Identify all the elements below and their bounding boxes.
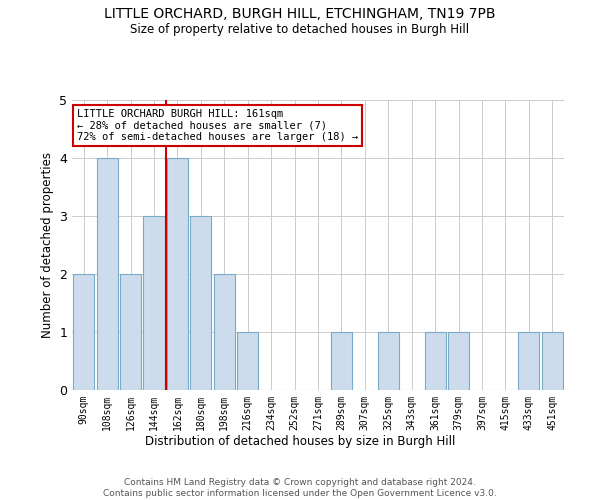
Bar	[378, 332, 399, 390]
Bar	[167, 158, 188, 390]
Bar	[73, 274, 94, 390]
Text: LITTLE ORCHARD BURGH HILL: 161sqm
← 28% of detached houses are smaller (7)
72% o: LITTLE ORCHARD BURGH HILL: 161sqm ← 28% …	[77, 108, 358, 142]
Bar	[542, 332, 563, 390]
Text: Size of property relative to detached houses in Burgh Hill: Size of property relative to detached ho…	[130, 22, 470, 36]
Y-axis label: Number of detached properties: Number of detached properties	[41, 152, 53, 338]
Bar	[190, 216, 211, 390]
Bar	[237, 332, 258, 390]
Text: LITTLE ORCHARD, BURGH HILL, ETCHINGHAM, TN19 7PB: LITTLE ORCHARD, BURGH HILL, ETCHINGHAM, …	[104, 8, 496, 22]
Bar	[331, 332, 352, 390]
Bar	[143, 216, 164, 390]
Bar	[120, 274, 141, 390]
Text: Contains HM Land Registry data © Crown copyright and database right 2024.
Contai: Contains HM Land Registry data © Crown c…	[103, 478, 497, 498]
Bar	[425, 332, 446, 390]
Bar	[97, 158, 118, 390]
Text: Distribution of detached houses by size in Burgh Hill: Distribution of detached houses by size …	[145, 435, 455, 448]
Bar	[448, 332, 469, 390]
Bar	[214, 274, 235, 390]
Bar	[518, 332, 539, 390]
